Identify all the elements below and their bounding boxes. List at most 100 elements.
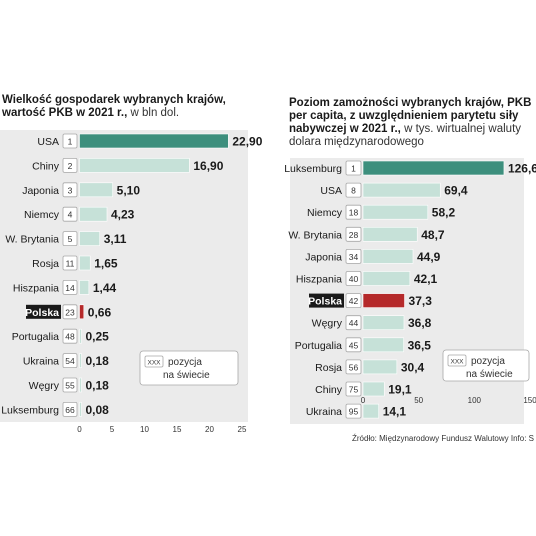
- ppp-value-label: 126,6: [508, 162, 536, 176]
- gdp-value-label: 5,10: [117, 183, 141, 197]
- ppp-value-label: 48,7: [421, 228, 445, 242]
- gdp-value-label: 0,08: [86, 403, 110, 417]
- ppp-legend-swatch-label: XXX: [450, 359, 464, 366]
- ppp-bar: [362, 182, 441, 198]
- ppp-category-label: Portugalia: [295, 340, 342, 352]
- gdp-bar: [79, 255, 91, 271]
- gdp-value-label: 0,25: [86, 330, 110, 344]
- ppp-rank-box: [345, 226, 362, 242]
- ppp-category-label: Japonia: [305, 251, 342, 263]
- gdp-rank-box: [62, 328, 78, 344]
- gdp-legend-swatch-label: XXX: [147, 360, 161, 367]
- ppp-rank-box: [345, 293, 362, 309]
- gdp-category-label: Niemcy: [24, 209, 60, 221]
- ppp-bar: [362, 293, 405, 308]
- gdp-legend-text-line2: na świecie: [163, 370, 210, 381]
- right-chart-title: Poziom zamożności wybranych krajów, PKB …: [289, 97, 534, 149]
- gdp-value-label: 1,44: [93, 281, 117, 295]
- gdp-category-label: Luksemburg: [1, 404, 59, 416]
- gdp-legend-swatch: [144, 355, 164, 368]
- gdp-rank-label: 5: [68, 234, 73, 244]
- ppp-tick-label: 0: [361, 396, 366, 405]
- gdp-rank-box: [62, 206, 78, 222]
- gdp-rank-box: [62, 377, 78, 393]
- gdp-tick-label: 5: [110, 425, 115, 434]
- ppp-category-label: Ukraina: [306, 406, 342, 418]
- gdp-rank-label: 14: [65, 283, 75, 293]
- ppp-legend-swatch: [447, 354, 467, 367]
- gdp-value-label: 1,65: [94, 257, 118, 271]
- left-title-bold: Wielkość gospodarek wybranych krajów, wa…: [2, 94, 226, 119]
- gdp-value-label: 0,66: [88, 305, 112, 319]
- gdp-rank-label: 23: [65, 307, 75, 317]
- gdp-legend-box: [139, 350, 239, 386]
- ppp-legend-text-line1: pozycja: [471, 356, 505, 367]
- ppp-rank-box: [345, 204, 362, 220]
- source-note: Źródło: Międzynarodowy Fundusz Walutowy …: [352, 434, 535, 443]
- ppp-category-label: Hiszpania: [296, 274, 342, 286]
- gdp-rank-box: [62, 353, 78, 369]
- ppp-bar: [362, 403, 379, 419]
- gdp-category-label: W. Brytania: [5, 234, 59, 246]
- gdp-category-label: Ukraina: [23, 356, 59, 368]
- gdp-tick-label: 0: [77, 425, 82, 434]
- right-title-unit: w tys. wirtualnej waluty dolara międzyna…: [289, 123, 522, 148]
- right-title-bold: Poziom zamożności wybranych krajów, PKB …: [289, 97, 532, 135]
- ppp-value-label: 36,8: [408, 316, 432, 330]
- ppp-polska-label-bg: [309, 293, 344, 308]
- gdp-bar: [79, 402, 82, 417]
- ppp-rank-label: 95: [349, 407, 359, 417]
- ppp-category-label: Rosja: [315, 362, 342, 374]
- ppp-bar: [362, 315, 405, 331]
- gdp-rank-label: 2: [68, 161, 73, 171]
- ppp-value-label: 37,3: [409, 294, 433, 308]
- ppp-rank-box: [345, 271, 362, 286]
- gdp-bar: [79, 280, 90, 295]
- gdp-rank-label: 54: [65, 356, 75, 366]
- ppp-tick-label: 50: [414, 396, 423, 405]
- ppp-value-label: 14,1: [383, 405, 407, 419]
- ppp-value-label: 36,5: [408, 338, 432, 352]
- gdp-bar: [79, 206, 108, 222]
- gdp-value-label: 22,90: [232, 135, 262, 149]
- gdp-rank-box: [62, 133, 78, 149]
- ppp-value-label: 30,4: [401, 360, 425, 374]
- ppp-value-label: 19,1: [388, 383, 412, 397]
- ppp-rank-box: [345, 248, 362, 264]
- gdp-bar: [79, 231, 101, 246]
- gdp-category-label: Chiny: [32, 160, 60, 172]
- gdp-category-label: Japonia: [22, 185, 59, 197]
- ppp-rank-label: 44: [349, 318, 359, 328]
- ppp-rank-label: 1: [351, 164, 356, 174]
- ppp-value-label: 44,9: [417, 250, 441, 264]
- gdp-category-label-polska: Polska: [25, 307, 59, 319]
- ppp-bar: [362, 271, 411, 286]
- gdp-rank-label: 48: [65, 332, 75, 342]
- gdp-category-label: Portugalia: [12, 331, 59, 343]
- gdp-rank-label: 3: [68, 185, 73, 195]
- gdp-value-label: 3,11: [104, 232, 127, 246]
- gdp-rank-label: 55: [65, 381, 75, 391]
- ppp-bar: [362, 337, 404, 353]
- gdp-value-label: 0,18: [86, 354, 110, 368]
- gdp-legend-text-line1: pozycja: [168, 357, 202, 368]
- ppp-rank-label: 28: [349, 230, 359, 240]
- ppp-rank-box: [345, 337, 362, 353]
- gdp-polska-label-bg: [26, 304, 61, 319]
- gdp-category-label: Hiszpania: [13, 282, 59, 294]
- ppp-category-label: Węgry: [312, 318, 343, 330]
- gdp-rank-box: [62, 231, 78, 247]
- ppp-bar: [362, 227, 418, 242]
- gdp-rank-box: [62, 182, 78, 198]
- ppp-value-label: 42,1: [414, 272, 438, 286]
- gdp-rank-box: [62, 401, 78, 417]
- ppp-bar: [362, 249, 414, 264]
- ppp-rank-label: 18: [349, 208, 359, 218]
- ppp-value-label: 58,2: [432, 206, 456, 220]
- ppp-rank-label: 40: [349, 274, 359, 284]
- gdp-category-label: USA: [37, 136, 59, 148]
- gdp-tick-label: 25: [238, 425, 247, 434]
- gdp-bar: [79, 182, 113, 198]
- left-chart-title: Wielkość gospodarek wybranych krajów, wa…: [2, 94, 252, 120]
